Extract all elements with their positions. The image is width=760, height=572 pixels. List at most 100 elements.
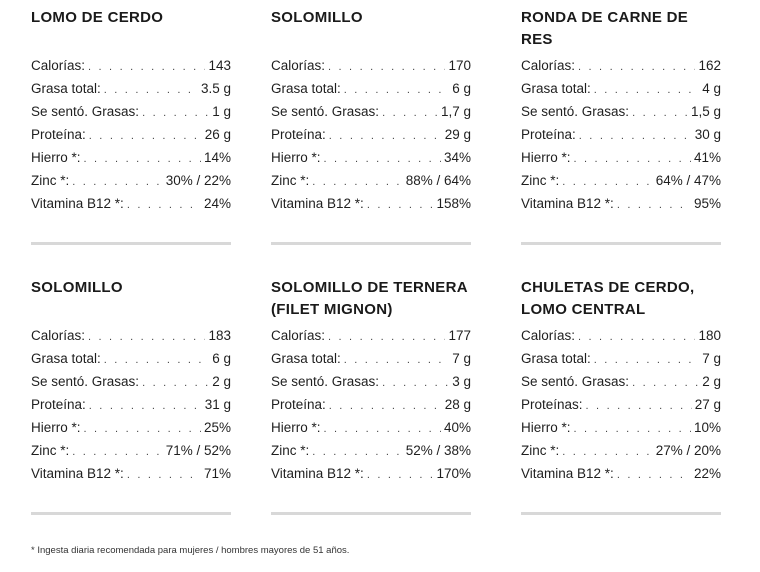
dot-leader	[104, 350, 209, 371]
dot-leader	[324, 419, 441, 440]
nutrient-label: Se sentó. Grasas:	[521, 374, 630, 389]
nutrient-label: Se sentó. Grasas:	[271, 374, 380, 389]
nutrient-value: 25%	[203, 420, 231, 435]
nutrient-value: 14%	[203, 150, 231, 165]
nutrition-row: Vitamina B12 *: 22%	[521, 463, 721, 486]
nutrient-value: 34%	[443, 150, 471, 165]
dot-leader	[142, 373, 209, 394]
nutrient-value: 3 g	[452, 374, 471, 389]
nutrient-value: 1 g	[212, 104, 231, 119]
nutrition-row: Grasa total: 4 g	[521, 78, 721, 101]
nutrient-label: Zinc *:	[271, 173, 310, 188]
nutrient-value: 29 g	[444, 127, 471, 142]
nutrition-row: Hierro *: 25%	[31, 417, 231, 440]
dot-leader	[617, 465, 691, 486]
nutrient-label: Zinc *:	[31, 443, 70, 458]
nutrient-label: Hierro *:	[31, 150, 81, 165]
nutrient-value: 6 g	[452, 81, 471, 96]
nutrient-value: 41%	[693, 150, 721, 165]
nutrition-row: Grasa total: 6 g	[271, 78, 471, 101]
nutrient-label: Vitamina B12 *:	[521, 196, 614, 211]
nutrition-row: Proteína: 30 g	[521, 124, 721, 147]
nutrition-card-lomo-de-cerdo: LOMO DE CERDO Calorías: 143 Grasa total: 3.…	[31, 7, 231, 216]
card-title: RONDA DE CARNE DE RES	[521, 9, 689, 48]
nutrition-row: Zinc *: 30% / 22%	[31, 170, 231, 193]
dot-leader	[328, 327, 445, 348]
nutrient-value: 30% / 22%	[165, 173, 231, 188]
nutrition-row: Calorías: 177	[271, 325, 471, 348]
nutrient-label: Proteína:	[31, 127, 86, 142]
nutrient-value: 22%	[693, 466, 721, 481]
dot-leader	[382, 103, 438, 124]
footnote: * Ingesta diaria recomendada para mujere…	[31, 545, 350, 556]
nutrient-label: Calorías:	[271, 58, 326, 73]
dot-leader	[562, 172, 652, 193]
card-title: CHULETAS DE CERDO, LOMO CENTRAL	[521, 279, 695, 318]
nutrition-row: Hierro *: 14%	[31, 147, 231, 170]
nutrient-label: Grasa total:	[521, 351, 591, 366]
nutrient-value: 6 g	[212, 351, 231, 366]
dot-leader	[72, 442, 162, 463]
nutrition-row: Grasa total: 7 g	[271, 348, 471, 371]
nutrition-row: Hierro *: 40%	[271, 417, 471, 440]
nutrient-value: 3.5 g	[200, 81, 231, 96]
nutrient-value: 7 g	[702, 351, 721, 366]
dot-leader	[382, 373, 449, 394]
nutrition-list: Calorías: 177 Grasa total: 7 g Se sentó. Gra…	[271, 325, 471, 486]
nutrition-row: Calorías: 183	[31, 325, 231, 348]
nutrition-row: Se sentó. Grasas: 2 g	[521, 371, 721, 394]
nutrition-list: Calorías: 180 Grasa total: 7 g Se sentó. Gra…	[521, 325, 721, 486]
nutrition-card-solomillo: SOLOMILLO Calorías: 170 Grasa total: 6 g Se …	[271, 7, 471, 216]
nutrient-value: 158%	[436, 196, 471, 211]
nutrient-value: 27 g	[694, 397, 721, 412]
dot-leader	[142, 103, 209, 124]
nutrient-value: 40%	[443, 420, 471, 435]
nutrition-row: Proteína: 31 g	[31, 394, 231, 417]
nutrient-label: Vitamina B12 *:	[271, 196, 364, 211]
nutrient-label: Vitamina B12 *:	[521, 466, 614, 481]
dot-leader	[89, 126, 202, 147]
nutrition-row: Zinc *: 64% / 47%	[521, 170, 721, 193]
nutrient-value: 30 g	[694, 127, 721, 142]
dot-leader	[594, 80, 699, 101]
section-divider	[521, 242, 721, 245]
dot-leader	[632, 373, 699, 394]
nutrition-row: Se sentó. Grasas: 1 g	[31, 101, 231, 124]
nutrient-value: 1,7 g	[440, 104, 471, 119]
nutrient-label: Hierro *:	[271, 420, 321, 435]
nutrient-label: Proteína:	[521, 127, 576, 142]
nutrition-row: Se sentó. Grasas: 3 g	[271, 371, 471, 394]
dot-leader	[72, 172, 162, 193]
nutrition-row: Zinc *: 88% / 64%	[271, 170, 471, 193]
nutrition-card-filet-mignon: SOLOMILLO DE TERNERA (FILET MIGNON) Calo…	[271, 277, 471, 486]
nutrient-value: 71% / 52%	[165, 443, 231, 458]
nutrient-value: 7 g	[452, 351, 471, 366]
dot-leader	[127, 195, 201, 216]
nutrient-label: Hierro *:	[31, 420, 81, 435]
dot-leader	[104, 80, 198, 101]
nutrient-value: 183	[208, 328, 231, 343]
nutrition-list: Calorías: 162 Grasa total: 4 g Se sentó. Gra…	[521, 55, 721, 216]
nutrient-value: 162	[698, 58, 721, 73]
dot-leader	[89, 396, 202, 417]
nutrient-label: Proteína:	[271, 397, 326, 412]
dot-leader	[617, 195, 691, 216]
nutrient-label: Se sentó. Grasas:	[271, 104, 380, 119]
dot-leader	[312, 442, 402, 463]
dot-leader	[367, 195, 434, 216]
dot-leader	[367, 465, 434, 486]
nutrition-row: Vitamina B12 *: 95%	[521, 193, 721, 216]
dot-leader	[632, 103, 688, 124]
nutrition-row: Calorías: 143	[31, 55, 231, 78]
nutrient-label: Calorías:	[31, 328, 86, 343]
nutrient-value: 170	[448, 58, 471, 73]
section-divider	[271, 512, 471, 515]
nutrient-label: Grasa total:	[271, 81, 341, 96]
nutrient-label: Zinc *:	[271, 443, 310, 458]
nutrient-value: 1,5 g	[690, 104, 721, 119]
nutrition-row: Proteínas: 27 g	[521, 394, 721, 417]
nutrient-label: Vitamina B12 *:	[271, 466, 364, 481]
nutrition-row: Hierro *: 41%	[521, 147, 721, 170]
nutrition-row: Zinc *: 52% / 38%	[271, 440, 471, 463]
nutrition-row: Proteína: 28 g	[271, 394, 471, 417]
